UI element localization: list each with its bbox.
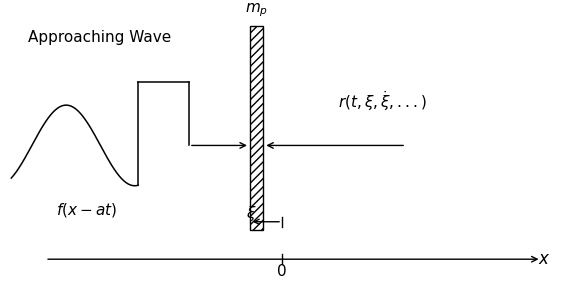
Text: $f(x - at)$: $f(x - at)$ [56,201,117,219]
Text: Approaching Wave: Approaching Wave [28,30,171,45]
Text: $r(t,\xi,\dot{\xi},...)$: $r(t,\xi,\dot{\xi},...)$ [338,89,427,113]
Text: 0: 0 [277,264,287,279]
Text: $m_p$: $m_p$ [245,1,268,19]
Bar [250,26,263,230]
Text: $\xi$: $\xi$ [246,204,256,223]
Text: $x$: $x$ [538,250,550,268]
